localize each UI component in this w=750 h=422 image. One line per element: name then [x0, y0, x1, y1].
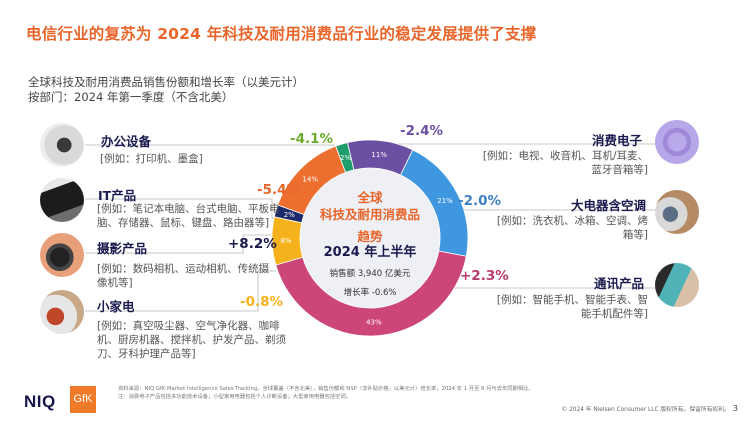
laptop-photo: [40, 178, 84, 222]
chart-subtitle: 全球科技及耐用消费品销售份额和增长率（以美元计） 按部门：2024 年第一季度（…: [28, 75, 304, 105]
category-desc-small-appliance: [例如：真空吸尘器、空气净化器、咖啡机、厨房机器、搅拌机、护发产品、剃须刀、牙科…: [97, 320, 286, 360]
smartphone-photo: [655, 263, 699, 307]
donut-slice-label-1: 21%: [437, 197, 453, 205]
headphones-photo: [655, 120, 699, 164]
category-desc-photo: [例如：数码相机、运动相机、传统摄像机等]: [97, 263, 270, 289]
donut-slice-label-2: 43%: [366, 318, 382, 326]
donut-slice-label-5: 14%: [302, 176, 318, 184]
donut-slice-label-6: 2%: [340, 154, 351, 162]
donut-slice-label-0: 11%: [371, 151, 387, 159]
category-growth-major-appliance: -2.0%: [458, 193, 502, 209]
washing-machine-photo: [655, 190, 699, 234]
small-appliance-photo: [40, 290, 84, 334]
page-title: 电信行业的复苏为 2024 年科技及耐用消费品行业的稳定发展提供了支撑: [26, 25, 537, 43]
category-growth-telecom: +2.3%: [460, 268, 509, 284]
donut-slice-2: [275, 250, 467, 337]
category-growth-it: -5.4%: [257, 182, 301, 198]
donut-slice-label-3: 8%: [280, 237, 291, 245]
category-desc-telecom: [例如：智能手机、智能手表、智能手机配件等]: [496, 294, 648, 320]
center-line-3: 趋势: [357, 229, 383, 244]
category-name-it: IT产品: [98, 188, 137, 203]
niq-logo: NIQ: [24, 392, 56, 411]
category-desc-office: [例如：打印机、墨盒]: [100, 153, 203, 165]
page-number: 3: [732, 404, 738, 413]
category-growth-small-appliance: -0.8%: [240, 294, 284, 310]
category-growth-office: -4.1%: [290, 131, 334, 147]
camera-photo: [40, 233, 84, 277]
center-line-1: 全球: [357, 190, 383, 205]
gfk-logo: GfK: [70, 386, 96, 413]
category-growth-photo: +8.2%: [228, 236, 277, 252]
center-period: 2024 年上半年: [323, 245, 417, 260]
donut-slice-label-4: 2%: [284, 211, 295, 219]
category-name-consumer-electronics: 消费电子: [592, 133, 643, 148]
center-growth: 增长率 -0.6%: [343, 288, 397, 298]
center-sales: 销售额 3,940 亿美元: [329, 269, 411, 279]
center-line-2: 科技及耐用消费品: [319, 207, 420, 222]
source-footnote: 资料来源：NIQ GfK Market Intelligence Sales T…: [118, 386, 534, 400]
category-name-photo: 摄影产品: [97, 241, 148, 256]
category-growth-consumer-electronics: -2.4%: [400, 123, 444, 139]
category-desc-consumer-electronics: [例如：电视、收音机、耳机/耳麦、蓝牙音箱等]: [482, 150, 648, 176]
donut-slice-6: [335, 142, 355, 173]
category-desc-it: [例如：笔记本电脑、台式电脑、平板电脑、存储器、鼠标、键盘、路由器等]: [97, 203, 280, 229]
category-name-major-appliance: 大电器含空调: [571, 198, 647, 213]
copyright-footer: © 2024 年 Nielsen Consumer LLC 版权所有。保留所有权…: [561, 404, 738, 413]
subtitle-line-1: 全球科技及耐用消费品销售份额和增长率（以美元计）: [28, 75, 304, 89]
subtitle-line-2: 按部门：2024 年第一季度（不含北美）: [28, 90, 234, 104]
connector-line-2: [85, 234, 279, 254]
category-name-office: 办公设备: [101, 134, 152, 149]
donut-center-background: [300, 168, 440, 308]
connector-line-3: [85, 270, 276, 312]
office-printer-photo: [40, 123, 84, 167]
donut-center-label: 全球 科技及耐用消费品 趋势 2024 年上半年 销售额 3,940 亿美元 增…: [300, 190, 440, 298]
copyright-text: © 2024 年 Nielsen Consumer LLC 版权所有。保留所有权…: [561, 407, 730, 413]
category-name-telecom: 通讯产品: [594, 276, 645, 291]
category-name-small-appliance: 小家电: [97, 299, 135, 314]
category-desc-major-appliance: [例如：洗衣机、冰箱、空调、烤箱等]: [496, 215, 648, 241]
